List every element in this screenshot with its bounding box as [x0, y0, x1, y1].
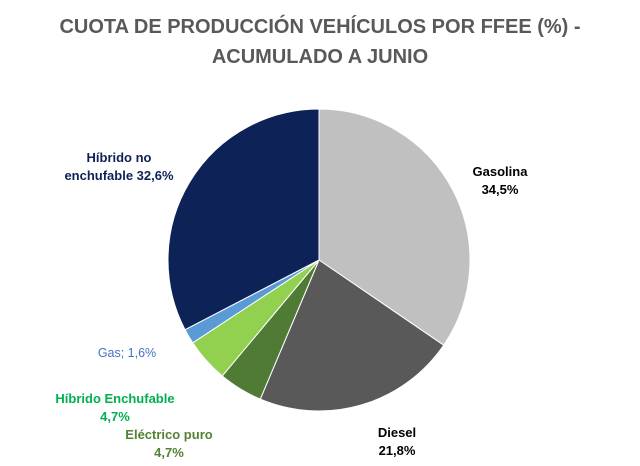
- data-label-line: 34,5%: [482, 182, 519, 197]
- pie-slice-hibrido-no-enchufable: [167, 108, 320, 331]
- data-label-gas: Gas; 1,6%: [98, 346, 156, 360]
- data-label-line: 4,7%: [100, 409, 130, 424]
- data-label-line: Gas; 1,6%: [98, 346, 156, 360]
- pie-slices: [167, 108, 471, 412]
- data-label-electrico-puro: Eléctrico puro 4,7%: [125, 427, 212, 460]
- pie-slice-gasolina: [318, 108, 471, 346]
- data-label-hibrido-enchufable: Híbrido Enchufable 4,7%: [55, 391, 174, 424]
- data-label-diesel: Diesel 21,8%: [378, 425, 416, 458]
- pie-slice-diesel: [259, 259, 445, 412]
- data-label-line: 21,8%: [379, 443, 416, 458]
- data-label-line: 4,7%: [154, 445, 184, 460]
- pie-labels: Gasolina 34,5% Diesel 21,8% Eléctrico puro 4,…: [55, 150, 528, 460]
- data-label-gasolina: Gasolina 34,5%: [473, 164, 529, 197]
- data-label-hibrido-no-enchufable: Híbrido no enchufable 32,6%: [64, 150, 174, 183]
- chart-title-line-2: ACUMULADO A JUNIO: [212, 46, 428, 68]
- data-label-line: Gasolina: [473, 164, 529, 179]
- chart-title-line-1: CUOTA DE PRODUCCIÓN VEHÍCULOS POR FFEE (…: [59, 14, 580, 38]
- data-label-line: Híbrido no: [87, 150, 152, 165]
- data-label-line: enchufable 32,6%: [64, 168, 174, 183]
- data-label-line: Eléctrico puro: [125, 427, 212, 442]
- data-label-line: Diesel: [378, 425, 416, 440]
- data-label-line: Híbrido Enchufable: [55, 391, 174, 406]
